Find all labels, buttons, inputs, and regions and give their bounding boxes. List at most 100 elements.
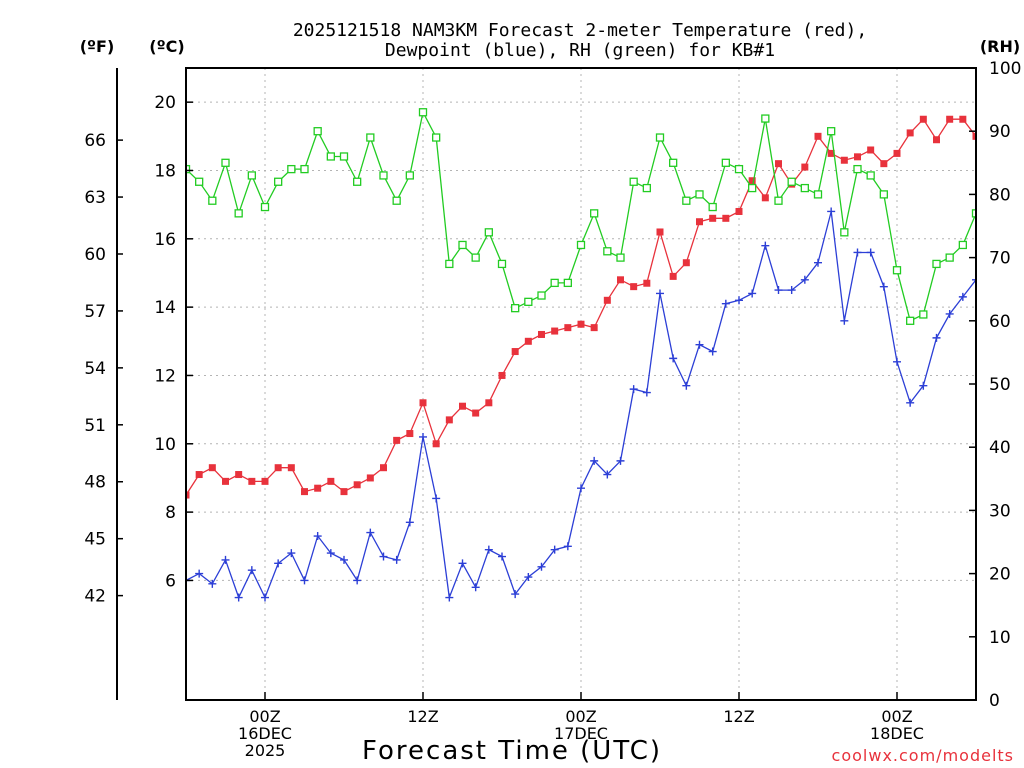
dewpoint-point bbox=[511, 590, 520, 599]
temperature-point bbox=[827, 149, 835, 157]
dewpoint-point bbox=[787, 286, 796, 295]
rh-tick-label: 40 bbox=[989, 438, 1011, 458]
rh-point bbox=[813, 190, 823, 199]
rh-line bbox=[186, 110, 976, 322]
dewpoint-point bbox=[274, 559, 283, 568]
temperature-point bbox=[472, 409, 480, 417]
temperature-point bbox=[393, 436, 401, 444]
dewpoint-point bbox=[800, 275, 809, 284]
temperature-point bbox=[340, 488, 348, 496]
dewpoint-point bbox=[669, 354, 678, 363]
dewpoint-point bbox=[445, 593, 454, 602]
rh-point bbox=[827, 127, 836, 136]
dewpoint-point bbox=[471, 583, 480, 592]
temperature-point bbox=[406, 430, 414, 438]
rh-point bbox=[590, 209, 599, 218]
temperature-point bbox=[669, 272, 677, 280]
dewpoint-point bbox=[326, 549, 335, 558]
rh-point bbox=[840, 228, 849, 237]
rh-point bbox=[313, 127, 322, 136]
dewpoint-point bbox=[524, 573, 533, 582]
x-tick-label: 12Z bbox=[723, 707, 754, 726]
rh-point bbox=[405, 171, 414, 180]
dewpoint-point bbox=[919, 381, 928, 390]
dewpoint-point bbox=[300, 576, 309, 585]
rh-point bbox=[892, 266, 902, 275]
rh-point bbox=[761, 114, 770, 123]
temperature-point bbox=[735, 207, 743, 215]
rh-point bbox=[695, 190, 704, 199]
rh-point bbox=[326, 152, 335, 161]
temperature-point bbox=[748, 177, 756, 185]
dewpoint-point bbox=[827, 207, 836, 216]
fahrenheit-tick-label: 42 bbox=[84, 587, 106, 607]
grid-lines bbox=[186, 68, 976, 700]
temperature-point bbox=[682, 259, 690, 267]
chart-title: 2025121518 NAM3KM Forecast 2-meter Tempe… bbox=[293, 20, 867, 61]
temperature-point bbox=[380, 464, 387, 472]
dewpoint-point bbox=[366, 528, 375, 537]
dewpoint-point bbox=[656, 289, 664, 298]
rh-point bbox=[234, 209, 243, 218]
rh-point bbox=[458, 240, 467, 250]
temperature-point bbox=[617, 276, 624, 284]
dewpoint-point bbox=[261, 593, 269, 602]
rh-tick-label: 50 bbox=[989, 375, 1011, 395]
rh-point bbox=[748, 183, 757, 193]
fahrenheit-tick-label: 45 bbox=[84, 530, 106, 550]
rh-point bbox=[774, 196, 783, 205]
temperature-point bbox=[195, 471, 203, 479]
dewpoint-point bbox=[866, 248, 875, 257]
dewpoint-point bbox=[221, 555, 230, 564]
dewpoint-point bbox=[972, 275, 976, 284]
rh-point bbox=[353, 177, 362, 186]
temperature-point bbox=[524, 337, 532, 345]
dewpoint-point bbox=[247, 566, 256, 575]
dewpoint-point bbox=[682, 381, 691, 390]
dewpoint-point bbox=[405, 518, 414, 527]
temperature-point bbox=[511, 348, 519, 356]
dewpoint-point bbox=[721, 299, 730, 308]
dewpoint-point bbox=[287, 549, 296, 558]
temperature-point bbox=[630, 283, 638, 291]
rh-point bbox=[919, 310, 928, 319]
axes bbox=[116, 67, 977, 701]
dewpoint-point bbox=[642, 388, 651, 397]
dewpoint-point bbox=[761, 241, 770, 250]
temperature-point bbox=[301, 488, 308, 496]
dewpoint-point bbox=[735, 296, 743, 305]
rh-point bbox=[432, 133, 441, 142]
rh-point bbox=[392, 196, 401, 205]
dewpoint-point bbox=[695, 340, 704, 349]
temperature-point bbox=[248, 477, 256, 485]
temperature-point bbox=[933, 136, 940, 144]
rh-point bbox=[471, 253, 480, 262]
rh-tick-label: 0 bbox=[989, 691, 1000, 711]
temperature-point bbox=[840, 156, 848, 164]
rh-point bbox=[418, 108, 428, 117]
celsius-tick-label: 18 bbox=[154, 161, 176, 181]
temperature-point bbox=[775, 160, 782, 168]
temperature-point bbox=[880, 160, 888, 168]
rh-point bbox=[945, 253, 954, 262]
rh-point bbox=[445, 259, 454, 269]
temperature-point bbox=[906, 129, 914, 137]
temperature-point bbox=[366, 474, 374, 482]
temperature-point bbox=[722, 214, 730, 222]
rh-point bbox=[563, 278, 572, 288]
temperature-point bbox=[498, 371, 506, 379]
rh-point bbox=[721, 158, 730, 167]
rh-tick-label: 10 bbox=[989, 628, 1011, 648]
dewpoint-point bbox=[208, 579, 217, 588]
temperature-point bbox=[432, 440, 440, 448]
temperature-point bbox=[577, 320, 585, 328]
fahrenheit-tick-label: 48 bbox=[84, 473, 106, 493]
rh-point bbox=[497, 259, 507, 269]
chart-title-line2: Dewpoint (blue), RH (green) for KB#1 bbox=[385, 40, 775, 61]
rh-point bbox=[186, 164, 191, 174]
watermark: coolwx.com/modelts bbox=[832, 746, 1014, 765]
rh-point bbox=[971, 209, 976, 218]
temperature-point bbox=[353, 481, 361, 489]
rh-point bbox=[339, 152, 349, 161]
rh-point bbox=[734, 164, 744, 174]
